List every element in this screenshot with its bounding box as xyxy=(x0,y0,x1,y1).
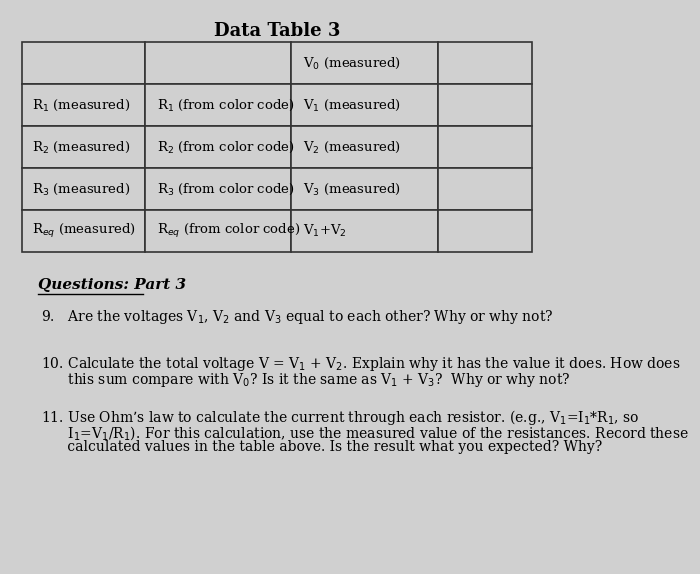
Text: V$_1$ (measured): V$_1$ (measured) xyxy=(303,98,401,113)
Bar xyxy=(291,42,438,84)
Bar xyxy=(291,84,438,126)
Bar xyxy=(145,126,291,168)
Text: V$_2$ (measured): V$_2$ (measured) xyxy=(303,139,401,154)
Text: R$_2$ (measured): R$_2$ (measured) xyxy=(32,139,130,154)
Text: Questions: Part 3: Questions: Part 3 xyxy=(38,278,186,292)
Text: R$_1$ (measured): R$_1$ (measured) xyxy=(32,98,130,113)
Bar xyxy=(438,126,532,168)
Text: R$_3$ (from color code): R$_3$ (from color code) xyxy=(157,181,295,197)
Bar xyxy=(22,168,145,210)
Text: I$_1$=V$_1$/R$_1$). For this calculation, use the measured value of the resistan: I$_1$=V$_1$/R$_1$). For this calculation… xyxy=(41,424,689,442)
Text: R$_1$ (from color code): R$_1$ (from color code) xyxy=(157,98,295,113)
Text: R$_{eq}$ (measured): R$_{eq}$ (measured) xyxy=(32,222,136,240)
Text: V$_0$ (measured): V$_0$ (measured) xyxy=(303,56,401,71)
Bar xyxy=(145,42,291,84)
Bar xyxy=(145,84,291,126)
Text: calculated values in the table above. Is the result what you expected? Why?: calculated values in the table above. Is… xyxy=(41,440,603,454)
Bar xyxy=(291,168,438,210)
Text: R$_{eq}$ (from color code): R$_{eq}$ (from color code) xyxy=(157,222,300,240)
Bar xyxy=(438,210,532,252)
Text: R$_3$ (measured): R$_3$ (measured) xyxy=(32,181,130,197)
Text: V$_3$ (measured): V$_3$ (measured) xyxy=(303,181,401,197)
Text: 11. Use Ohm’s law to calculate the current through each resistor. (e.g., V$_1$=I: 11. Use Ohm’s law to calculate the curre… xyxy=(41,408,640,427)
Bar xyxy=(291,126,438,168)
Text: R$_2$ (from color code): R$_2$ (from color code) xyxy=(157,139,295,154)
Text: Data Table 3: Data Table 3 xyxy=(214,22,340,40)
Bar xyxy=(438,42,532,84)
Text: V$_1$+V$_2$: V$_1$+V$_2$ xyxy=(303,223,347,239)
Text: 9.   Are the voltages V$_1$, V$_2$ and V$_3$ equal to each other? Why or why not: 9. Are the voltages V$_1$, V$_2$ and V$_… xyxy=(41,308,554,326)
Bar xyxy=(291,210,438,252)
Bar xyxy=(438,84,532,126)
Bar xyxy=(145,210,291,252)
Bar xyxy=(22,126,145,168)
Text: this sum compare with V$_0$? Is it the same as V$_1$ + V$_3$?  Why or why not?: this sum compare with V$_0$? Is it the s… xyxy=(41,371,570,389)
Bar xyxy=(145,168,291,210)
Bar xyxy=(22,42,145,84)
Text: 10. Calculate the total voltage V = V$_1$ + V$_2$. Explain why it has the value : 10. Calculate the total voltage V = V$_1… xyxy=(41,355,680,373)
Bar xyxy=(22,84,145,126)
Bar xyxy=(22,210,145,252)
Bar xyxy=(438,168,532,210)
